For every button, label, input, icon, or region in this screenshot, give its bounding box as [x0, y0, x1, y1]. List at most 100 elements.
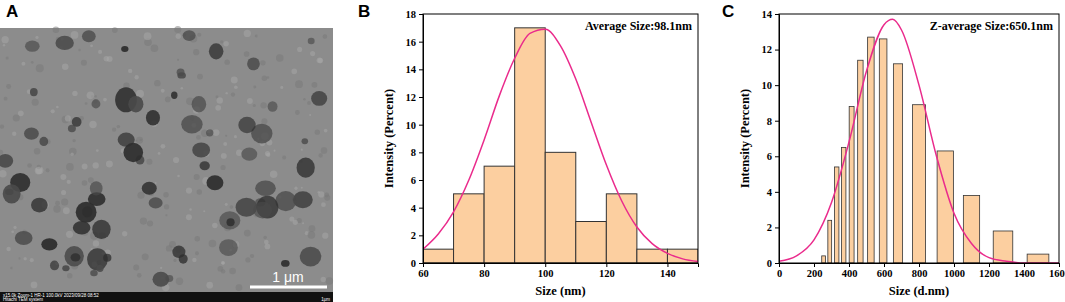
tem-texture-dot	[165, 214, 167, 216]
tem-texture	[0, 26, 333, 291]
bar	[1027, 254, 1049, 263]
y-tick-label: 4	[411, 203, 417, 214]
tem-texture-dot	[261, 118, 267, 124]
tem-texture-dot	[166, 245, 172, 251]
tem-texture-dot	[62, 63, 69, 70]
x-tick: 100	[538, 263, 554, 279]
tem-texture-dot	[0, 125, 4, 129]
bar	[893, 64, 902, 263]
tem-texture-dot	[6, 84, 11, 89]
y-axis: 02468101214	[762, 9, 780, 269]
y-tick-mark	[419, 235, 423, 236]
tem-texture-dot	[213, 129, 220, 136]
tem-texture-dot	[221, 262, 225, 266]
x-axis-title: Size (nm)	[535, 284, 585, 298]
y-tick-mark	[419, 125, 423, 126]
y-tick-label: 12	[406, 92, 417, 103]
tem-texture-dot	[315, 130, 320, 135]
tem-texture-dot	[321, 202, 326, 207]
tem-particle	[24, 127, 39, 139]
tem-texture-dot	[122, 231, 127, 236]
tem-texture-dot	[317, 191, 319, 193]
y-tick-mark	[419, 180, 423, 181]
tem-texture-dot	[154, 80, 160, 86]
tem-texture-dot	[140, 218, 147, 225]
x-tick-mark	[989, 263, 990, 267]
x-tick-mark	[606, 263, 607, 267]
tem-texture-dot	[6, 56, 9, 59]
tem-texture-dot	[31, 61, 34, 64]
y-tick: 4	[767, 187, 779, 198]
tem-texture-dot	[263, 236, 266, 239]
tem-texture-dot	[267, 76, 269, 78]
tem-texture-dot	[186, 214, 192, 220]
y-tick-label: 18	[406, 9, 417, 20]
tem-particle	[268, 101, 278, 112]
tem-particle	[92, 99, 101, 108]
tem-particle	[302, 138, 309, 144]
y-tick-mark	[775, 192, 779, 193]
tem-texture-dot	[317, 57, 323, 63]
tem-texture-dot	[106, 161, 113, 168]
tem-particle	[82, 206, 92, 217]
tem-particle	[146, 110, 160, 126]
tem-texture-dot	[220, 165, 225, 170]
tem-texture-dot	[56, 106, 59, 109]
tem-texture-dot	[221, 261, 225, 265]
tem-texture-dot	[65, 115, 71, 121]
tem-texture-dot	[161, 89, 165, 93]
tem-particle	[311, 91, 327, 106]
tem-texture-dot	[297, 47, 302, 52]
x-axis: 02004006008001000120014001600	[777, 263, 1065, 279]
tem-texture-dot	[3, 44, 6, 47]
tem-texture-dot	[18, 110, 24, 116]
tem-texture-dot	[308, 231, 316, 239]
tem-texture-dot	[326, 277, 334, 285]
plot-marks	[423, 28, 698, 263]
bar	[606, 194, 637, 263]
tem-texture-dot	[163, 192, 168, 197]
y-tick: 12	[762, 44, 780, 55]
tem-texture-dot	[165, 97, 171, 103]
tem-texture-dot	[0, 170, 7, 177]
tem-texture-dot	[46, 168, 50, 172]
x-tick-mark	[919, 263, 920, 267]
scale-bar-label: 1 μm	[272, 269, 303, 285]
tem-texture-dot	[160, 267, 162, 269]
tem-texture-dot	[197, 74, 203, 80]
y-tick-label: 10	[406, 120, 417, 131]
y-axis-title: Intensity (Percent)	[382, 89, 396, 188]
x-tick-mark	[667, 263, 668, 267]
x-tick: 1400	[1014, 263, 1035, 279]
tem-particle	[308, 38, 315, 45]
tem-texture-dot	[137, 192, 144, 199]
tem-texture-dot	[301, 149, 303, 151]
tem-texture-dot	[189, 208, 192, 211]
tem-footer-text: Hitachi TEM system	[3, 297, 43, 302]
tem-particle	[0, 154, 13, 168]
tem-texture-dot	[217, 97, 223, 103]
tem-texture-dot	[96, 149, 99, 152]
x-tick-label: 120	[599, 268, 615, 279]
tem-texture-dot	[88, 177, 94, 183]
tem-texture-dot	[244, 230, 251, 237]
x-tick-label: 1400	[1014, 268, 1035, 279]
tem-texture-dot	[4, 97, 8, 101]
plot-frame	[779, 14, 1059, 263]
tem-texture-dot	[320, 277, 326, 283]
tem-texture-dot	[87, 92, 95, 100]
bar	[515, 28, 546, 263]
tem-texture-dot	[174, 26, 181, 33]
y-tick-mark	[775, 156, 779, 157]
y-tick-mark	[419, 14, 423, 15]
plot-marks	[779, 19, 1059, 263]
tem-texture-dot	[36, 64, 44, 72]
tem-texture-dot	[253, 104, 256, 107]
y-tick-mark	[419, 152, 423, 153]
tem-texture-dot	[53, 27, 60, 34]
tem-texture-dot	[250, 254, 254, 258]
tem-particle	[50, 260, 59, 270]
tem-texture-dot	[71, 31, 79, 39]
tem-texture-dot	[69, 148, 77, 156]
bar	[828, 220, 832, 263]
